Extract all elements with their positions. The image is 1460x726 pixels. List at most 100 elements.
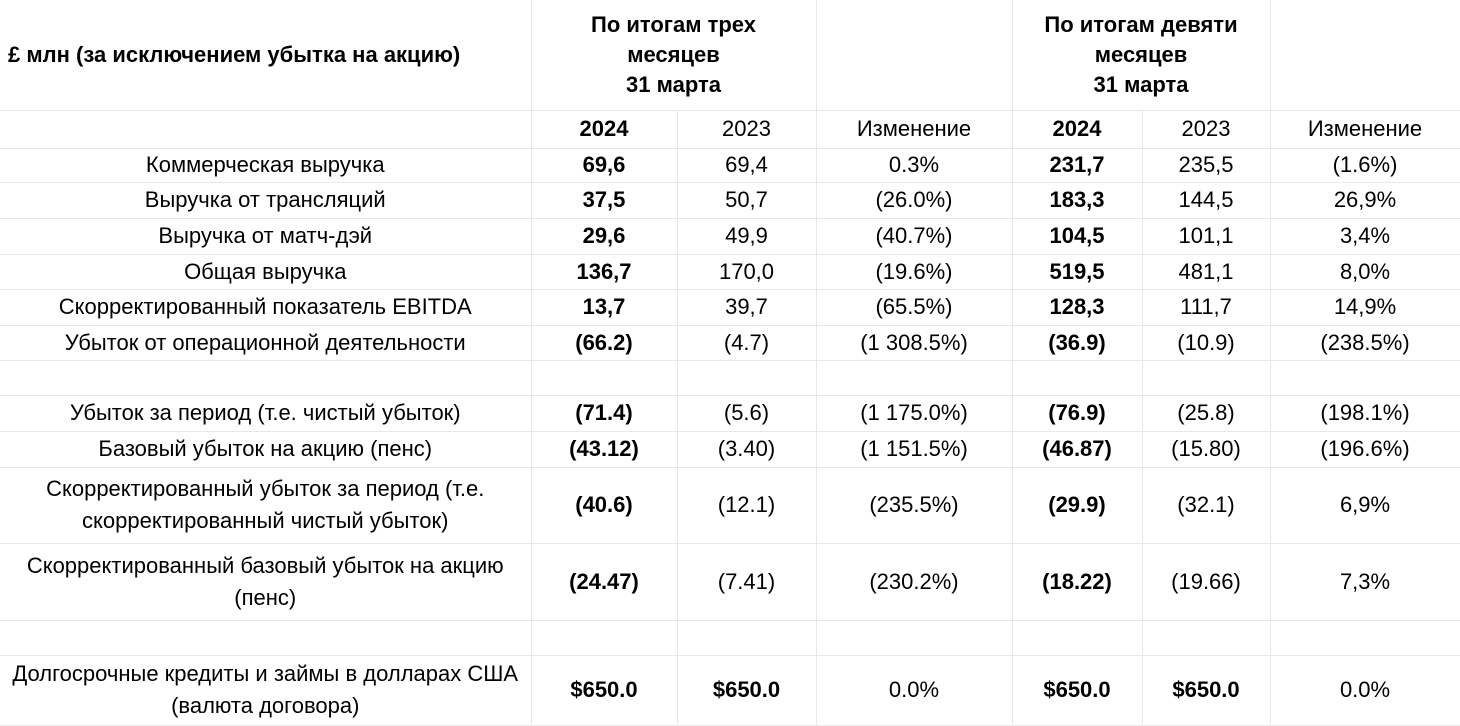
value-3m-2023: 170,0 bbox=[677, 254, 817, 290]
value-3m-2024: (40.6) bbox=[531, 467, 678, 544]
value-3m-change: (1 151.5%) bbox=[816, 431, 1013, 468]
table-row: Скорректированный убыток за период (т.е.… bbox=[0, 467, 1460, 544]
value-3m-2024: 37,5 bbox=[531, 182, 678, 219]
row-label: Скорректированный убыток за период (т.е.… bbox=[0, 467, 532, 544]
row-label: Убыток от операционной деятельности bbox=[0, 325, 532, 361]
value-3m-2024: (66.2) bbox=[531, 325, 678, 361]
three-months-line-2: месяцев bbox=[627, 41, 720, 67]
value-3m-2024: $650.0 bbox=[531, 655, 678, 726]
unit-label: £ млн (за исключением убытка на акцию) bbox=[0, 0, 532, 111]
value-9m-change: 6,9% bbox=[1270, 467, 1460, 544]
nine-months-line-1: По итогам девяти bbox=[1044, 12, 1238, 38]
table-row: Долгосрочные кредиты и займы в долларах … bbox=[0, 655, 1460, 726]
table-row: Убыток от операционной деятельности (66.… bbox=[0, 325, 1460, 361]
row-label: Общая выручка bbox=[0, 254, 532, 290]
value-9m-change: (238.5%) bbox=[1270, 325, 1460, 361]
header-row: £ млн (за исключением убытка на акцию) П… bbox=[0, 0, 1460, 111]
value-3m-2023: 39,7 bbox=[677, 289, 817, 326]
row-label: Скорректированный показатель EBITDA bbox=[0, 289, 532, 326]
value-9m-2024: (46.87) bbox=[1012, 431, 1143, 468]
row-label: Базовый убыток на акцию (пенс) bbox=[0, 431, 532, 468]
three-months-line-3: 31 марта bbox=[626, 71, 721, 97]
value-3m-2024: (43.12) bbox=[531, 431, 678, 468]
value-9m-2024: $650.0 bbox=[1012, 655, 1143, 726]
header-spacer bbox=[816, 0, 1013, 111]
col-3m-change: Изменение bbox=[816, 110, 1013, 149]
value-9m-2024: (29.9) bbox=[1012, 467, 1143, 544]
subheader-row: 2024 2023 Изменение 2024 2023 Изменение bbox=[0, 110, 1460, 149]
value-9m-2023: (15.80) bbox=[1142, 431, 1271, 468]
value-3m-change: (235.5%) bbox=[816, 467, 1013, 544]
subheader-empty bbox=[0, 110, 532, 149]
value-3m-change: (40.7%) bbox=[816, 218, 1013, 255]
value-3m-2023: (4.7) bbox=[677, 325, 817, 361]
col-9m-change: Изменение bbox=[1270, 110, 1460, 149]
value-3m-2024: 69,6 bbox=[531, 148, 678, 183]
value-3m-2023: (5.6) bbox=[677, 395, 817, 432]
value-9m-2023: $650.0 bbox=[1142, 655, 1271, 726]
row-label: Выручка от трансляций bbox=[0, 182, 532, 219]
value-3m-2024: 29,6 bbox=[531, 218, 678, 255]
value-9m-2024: 519,5 bbox=[1012, 254, 1143, 290]
nine-months-header: По итогам девяти месяцев 31 марта bbox=[1012, 0, 1271, 111]
spacer-row bbox=[0, 620, 1460, 656]
value-3m-2024: 136,7 bbox=[531, 254, 678, 290]
value-9m-2024: 231,7 bbox=[1012, 148, 1143, 183]
value-3m-change: (26.0%) bbox=[816, 182, 1013, 219]
value-3m-2023: 49,9 bbox=[677, 218, 817, 255]
value-3m-change: 0.0% bbox=[816, 655, 1013, 726]
three-months-header: По итогам трех месяцев 31 марта bbox=[531, 0, 817, 111]
value-9m-change: (196.6%) bbox=[1270, 431, 1460, 468]
table-row: Скорректированный базовый убыток на акци… bbox=[0, 543, 1460, 621]
value-3m-2023: 69,4 bbox=[677, 148, 817, 183]
table-row: Базовый убыток на акцию (пенс) (43.12) (… bbox=[0, 431, 1460, 468]
table-row: Общая выручка 136,7 170,0 (19.6%) 519,5 … bbox=[0, 254, 1460, 290]
value-9m-change: (1.6%) bbox=[1270, 148, 1460, 183]
col-3m-2023: 2023 bbox=[677, 110, 817, 149]
value-9m-change: 0.0% bbox=[1270, 655, 1460, 726]
value-3m-2023: (12.1) bbox=[677, 467, 817, 544]
value-9m-2023: (19.66) bbox=[1142, 543, 1271, 621]
value-3m-change: (230.2%) bbox=[816, 543, 1013, 621]
nine-months-line-2: месяцев bbox=[1094, 41, 1188, 67]
value-9m-2023: (10.9) bbox=[1142, 325, 1271, 361]
value-9m-2024: (18.22) bbox=[1012, 543, 1143, 621]
value-9m-2024: (36.9) bbox=[1012, 325, 1143, 361]
row-label: Убыток за период (т.е. чистый убыток) bbox=[0, 395, 532, 432]
row-label: Скорректированный базовый убыток на акци… bbox=[0, 543, 532, 621]
value-9m-2024: 104,5 bbox=[1012, 218, 1143, 255]
row-label: Долгосрочные кредиты и займы в долларах … bbox=[0, 655, 532, 726]
spacer-row bbox=[0, 360, 1460, 396]
value-9m-change: 8,0% bbox=[1270, 254, 1460, 290]
table-row: Выручка от трансляций 37,5 50,7 (26.0%) … bbox=[0, 182, 1460, 219]
three-months-line-1: По итогам трех bbox=[591, 12, 756, 38]
value-9m-2024: 128,3 bbox=[1012, 289, 1143, 326]
col-3m-2024: 2024 bbox=[531, 110, 678, 149]
nine-months-line-3: 31 марта bbox=[1093, 71, 1189, 97]
value-9m-2023: 111,7 bbox=[1142, 289, 1271, 326]
value-3m-change: (1 175.0%) bbox=[816, 395, 1013, 432]
header-spacer bbox=[1270, 0, 1460, 111]
col-9m-2023: 2023 bbox=[1142, 110, 1271, 149]
value-3m-2024: 13,7 bbox=[531, 289, 678, 326]
value-3m-2023: 50,7 bbox=[677, 182, 817, 219]
col-9m-2024: 2024 bbox=[1012, 110, 1143, 149]
value-3m-2023: $650.0 bbox=[677, 655, 817, 726]
value-3m-change: (65.5%) bbox=[816, 289, 1013, 326]
value-3m-change: (19.6%) bbox=[816, 254, 1013, 290]
table-row: Убыток за период (т.е. чистый убыток) (7… bbox=[0, 395, 1460, 432]
value-9m-2023: (25.8) bbox=[1142, 395, 1271, 432]
value-9m-change: 26,9% bbox=[1270, 182, 1460, 219]
value-9m-2023: 144,5 bbox=[1142, 182, 1271, 219]
value-3m-2023: (7.41) bbox=[677, 543, 817, 621]
value-9m-2023: 235,5 bbox=[1142, 148, 1271, 183]
value-3m-2024: (71.4) bbox=[531, 395, 678, 432]
value-9m-2024: (76.9) bbox=[1012, 395, 1143, 432]
table-row: Коммерческая выручка 69,6 69,4 0.3% 231,… bbox=[0, 148, 1460, 183]
value-3m-change: 0.3% bbox=[816, 148, 1013, 183]
value-9m-2023: 481,1 bbox=[1142, 254, 1271, 290]
table-row: Выручка от матч-дэй 29,6 49,9 (40.7%) 10… bbox=[0, 218, 1460, 255]
value-3m-2023: (3.40) bbox=[677, 431, 817, 468]
value-9m-change: (198.1%) bbox=[1270, 395, 1460, 432]
